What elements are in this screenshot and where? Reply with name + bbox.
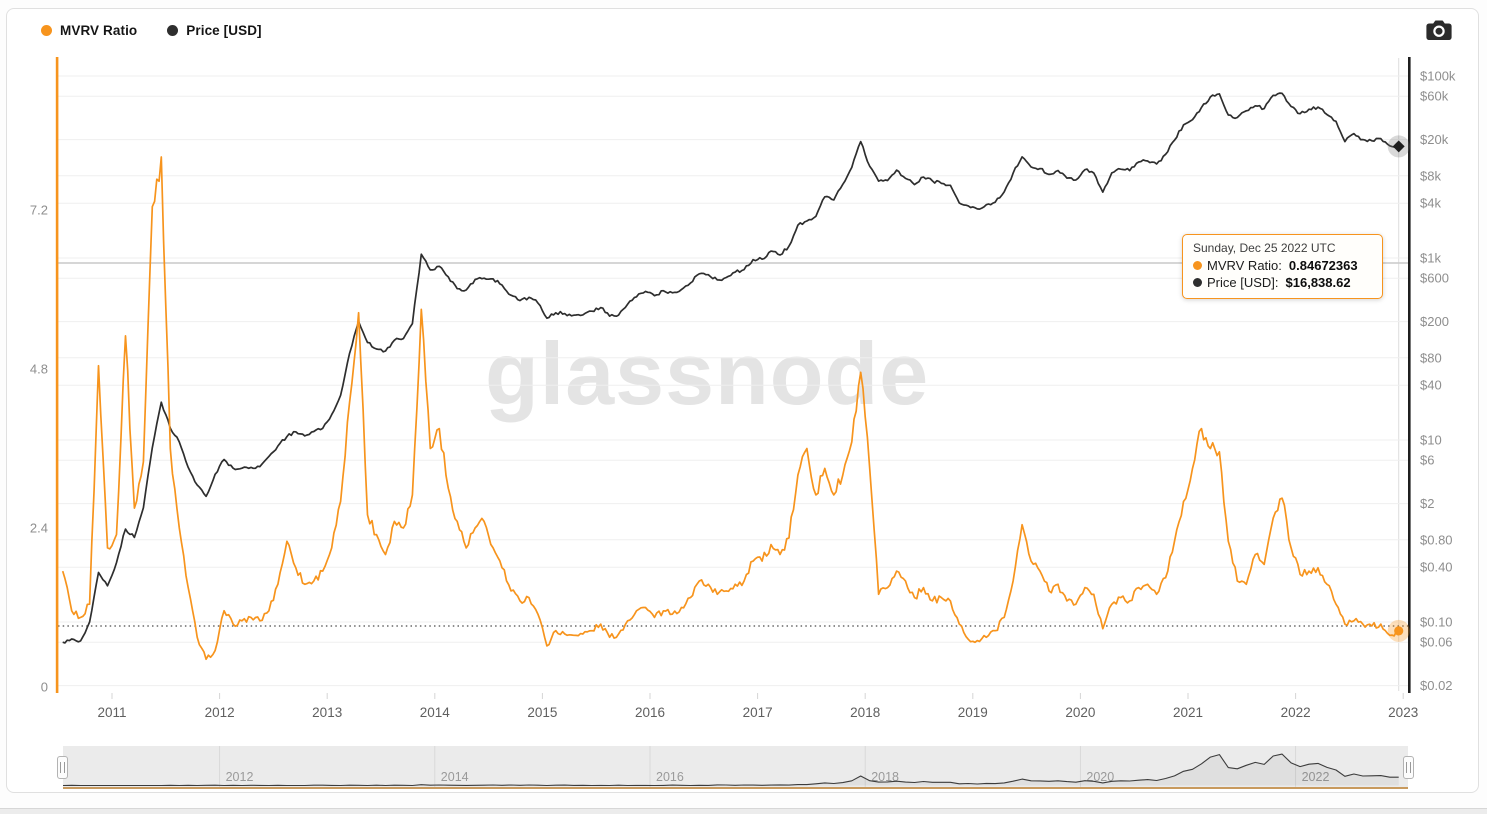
x-axis-year-label: 2023 bbox=[1388, 705, 1418, 720]
left-axis-tick-label: 2.4 bbox=[30, 521, 48, 536]
right-axis-tick-label: $6 bbox=[1420, 453, 1434, 468]
legend-label-mvrv: MVRV Ratio bbox=[60, 23, 138, 38]
right-axis-tick-label: $1k bbox=[1420, 251, 1441, 266]
tooltip-row-mvrv: MVRV Ratio: 0.84672363 bbox=[1193, 257, 1372, 274]
tooltip-date: Sunday, Dec 25 2022 UTC bbox=[1193, 241, 1336, 255]
right-axis-tick-label: $10 bbox=[1420, 433, 1442, 448]
main-chart[interactable]: 7.2 4.8 2.4 0 $100k $60k $20k $8k $4k $1k $600 $200… bbox=[7, 9, 1480, 741]
x-axis-year-label: 2013 bbox=[312, 705, 342, 720]
x-axis-year-label: 2011 bbox=[97, 705, 126, 720]
chart-tooltip: Sunday, Dec 25 2022 UTC MVRV Ratio: 0.84… bbox=[1182, 234, 1383, 300]
nav-year-label: 2020 bbox=[1086, 770, 1114, 784]
nav-year-label: 2022 bbox=[1302, 770, 1330, 784]
x-axis-year-label: 2022 bbox=[1281, 705, 1311, 720]
tooltip-row-price: Price [USD]: $16,838.62 bbox=[1193, 274, 1372, 291]
tooltip-price-value: $16,838.62 bbox=[1285, 275, 1351, 291]
x-axis-year-label: 2016 bbox=[635, 705, 665, 720]
right-axis-tick-label: $60k bbox=[1420, 89, 1449, 104]
navigator[interactable]: 2012 2014 2016 2018 2020 2022 bbox=[57, 746, 1414, 789]
screenshot-button[interactable] bbox=[1424, 18, 1454, 44]
legend-item-mvrv[interactable]: MVRV Ratio bbox=[41, 23, 137, 38]
right-axis-tick-label: $100k bbox=[1420, 69, 1456, 84]
nav-year-label: 2012 bbox=[226, 770, 254, 784]
right-axis-tick-label: $20k bbox=[1420, 132, 1449, 147]
x-axis-year-label: 2014 bbox=[420, 705, 451, 720]
left-axis-tick-label: 7.2 bbox=[30, 203, 48, 218]
right-axis-tick-label: $600 bbox=[1420, 271, 1449, 286]
mvrv-series-dot-icon bbox=[41, 25, 52, 36]
mvrv-dot-icon bbox=[1193, 261, 1202, 271]
right-axis-tick-label: $40 bbox=[1420, 378, 1442, 393]
price-series-dot-icon bbox=[167, 25, 179, 36]
right-axis-tick-label: $200 bbox=[1420, 314, 1449, 329]
legend-item-price[interactable]: Price [USD] bbox=[167, 23, 262, 38]
right-axis-tick-label: $8k bbox=[1420, 168, 1441, 183]
x-axis-year-label: 2020 bbox=[1065, 705, 1095, 720]
legend-label-price: Price [USD] bbox=[186, 23, 262, 38]
left-axis-line bbox=[55, 57, 59, 693]
nav-price-line bbox=[63, 753, 1399, 787]
glassnode-watermark: glassnode bbox=[485, 324, 930, 423]
tooltip-price-label: Price [USD]: bbox=[1207, 275, 1279, 291]
x-axis-year-label: 2015 bbox=[527, 705, 557, 720]
right-axis-tick-label: $2 bbox=[1420, 496, 1434, 511]
tooltip-mvrv-label: MVRV Ratio: bbox=[1207, 258, 1282, 273]
right-axis-tick-label: $80 bbox=[1420, 350, 1442, 365]
right-axis-line bbox=[1408, 57, 1411, 693]
x-axis-year-label: 2012 bbox=[205, 705, 235, 720]
mvrv-last-point-marker bbox=[1394, 626, 1404, 636]
right-axis-tick-label: $0.06 bbox=[1420, 635, 1453, 650]
right-axis-tick-label: $0.10 bbox=[1420, 615, 1453, 630]
tooltip-mvrv-value: 0.84672363 bbox=[1288, 258, 1358, 273]
nav-year-label: 2018 bbox=[871, 770, 899, 784]
right-axis-tick-label: $4k bbox=[1420, 196, 1441, 211]
mvrv-series-line bbox=[61, 156, 1399, 661]
left-axis-tick-label: 0 bbox=[41, 680, 48, 695]
x-axis-year-label: 2017 bbox=[743, 705, 773, 720]
right-axis-tick-label: $0.80 bbox=[1420, 532, 1453, 547]
nav-year-label: 2014 bbox=[441, 770, 469, 784]
navigator-handle-right[interactable] bbox=[1403, 755, 1414, 779]
nav-year-label: 2016 bbox=[656, 770, 684, 784]
page-bottom-strip bbox=[0, 808, 1487, 814]
right-axis-tick-label: $0.40 bbox=[1420, 560, 1453, 575]
right-axis-tick-label: $0.02 bbox=[1420, 678, 1453, 693]
navigator-chart: 2012 2014 2016 2018 2020 2022 bbox=[63, 746, 1399, 787]
navigator-handle-left[interactable] bbox=[57, 755, 68, 779]
nav-price-area bbox=[63, 754, 1399, 786]
x-axis-year-label: 2018 bbox=[850, 705, 880, 720]
x-axis-year-label: 2021 bbox=[1173, 705, 1203, 720]
chart-card: MVRV Ratio Price [USD] glassnode 7.2 4.8 2… bbox=[6, 8, 1479, 793]
legend: MVRV Ratio Price [USD] bbox=[41, 23, 262, 38]
left-axis-tick-label: 4.8 bbox=[30, 362, 48, 377]
price-dot-icon bbox=[1193, 278, 1202, 288]
price-series-line bbox=[62, 92, 1399, 644]
camera-icon bbox=[1426, 20, 1452, 40]
x-axis-year-label: 2019 bbox=[958, 705, 988, 720]
